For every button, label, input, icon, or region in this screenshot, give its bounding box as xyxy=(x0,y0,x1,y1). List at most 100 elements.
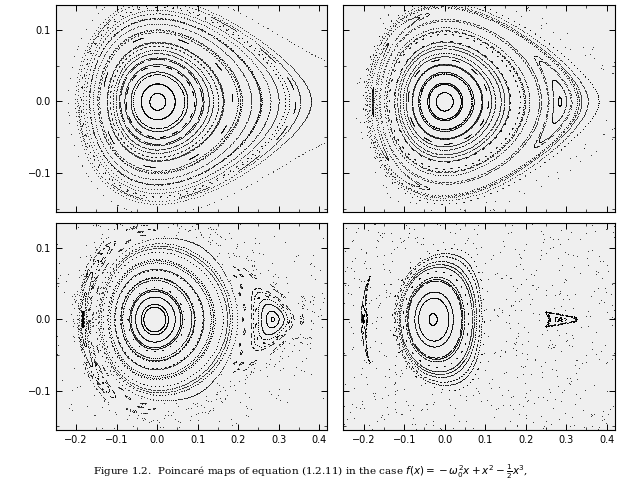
Point xyxy=(493,43,503,51)
Point xyxy=(439,70,449,77)
Point xyxy=(159,102,169,110)
Point xyxy=(91,245,101,253)
Point xyxy=(396,118,406,126)
Point xyxy=(458,45,468,53)
Point xyxy=(559,319,569,327)
Point xyxy=(467,313,477,320)
Point xyxy=(113,370,123,378)
Point xyxy=(452,16,462,24)
Point xyxy=(406,143,416,151)
Point xyxy=(406,185,415,193)
Point xyxy=(432,101,442,109)
Point xyxy=(435,114,445,122)
Point xyxy=(155,274,165,282)
Point xyxy=(360,284,369,292)
Point xyxy=(358,329,368,337)
Point xyxy=(178,88,188,96)
Point xyxy=(138,318,148,326)
Point xyxy=(134,289,143,297)
Point xyxy=(415,150,425,158)
Point xyxy=(245,43,255,50)
Point xyxy=(445,259,455,267)
Point xyxy=(243,182,253,190)
Point xyxy=(114,339,124,346)
Point xyxy=(148,163,158,170)
Point xyxy=(430,164,440,172)
Point xyxy=(139,165,149,173)
Point xyxy=(463,80,473,87)
Point xyxy=(143,169,153,176)
Point xyxy=(553,99,563,107)
Point xyxy=(465,83,474,91)
Point xyxy=(501,77,510,85)
Point xyxy=(507,130,517,138)
Point xyxy=(522,84,532,91)
Point xyxy=(240,380,250,387)
Point xyxy=(129,331,138,339)
Point xyxy=(460,54,470,62)
Point xyxy=(465,189,475,197)
Point xyxy=(368,84,378,91)
Point xyxy=(166,352,176,360)
Point xyxy=(383,156,392,164)
Point xyxy=(175,308,184,315)
Point xyxy=(52,241,62,248)
Point xyxy=(132,112,142,119)
Point xyxy=(186,126,196,134)
Point xyxy=(193,351,203,358)
Point xyxy=(456,246,466,254)
Point xyxy=(457,142,467,150)
Point xyxy=(214,99,224,107)
Point xyxy=(128,25,138,32)
Point xyxy=(98,379,108,387)
Point xyxy=(124,125,134,133)
Point xyxy=(91,276,101,284)
Point xyxy=(80,332,90,340)
Point xyxy=(147,303,156,311)
Point xyxy=(136,118,146,126)
Point xyxy=(143,305,153,313)
Point xyxy=(407,100,417,108)
Point xyxy=(150,303,160,311)
Point xyxy=(396,112,406,119)
Point xyxy=(84,346,94,354)
Point xyxy=(524,31,533,39)
Point xyxy=(102,282,112,289)
Point xyxy=(496,143,506,151)
Point xyxy=(218,139,228,146)
Point xyxy=(228,167,238,175)
Point xyxy=(187,161,197,169)
Point xyxy=(208,329,218,337)
Point xyxy=(504,85,514,92)
Point xyxy=(102,383,112,391)
Point xyxy=(78,322,88,329)
Point xyxy=(305,89,315,97)
Point xyxy=(397,336,407,344)
Point xyxy=(494,383,504,390)
Point xyxy=(468,19,478,27)
Point xyxy=(430,16,440,24)
Point xyxy=(441,278,451,285)
Point xyxy=(108,126,118,133)
Point xyxy=(188,239,197,246)
Point xyxy=(409,85,419,92)
Point xyxy=(555,124,564,131)
Point xyxy=(441,80,451,88)
Point xyxy=(280,293,290,301)
Point xyxy=(421,290,431,298)
Point xyxy=(359,323,369,330)
Point xyxy=(598,407,608,414)
Point xyxy=(170,234,180,242)
Point xyxy=(438,88,448,96)
Point xyxy=(112,152,122,160)
Point xyxy=(191,152,201,159)
Point xyxy=(109,345,119,353)
Point xyxy=(378,125,388,132)
Point xyxy=(219,294,229,302)
Point xyxy=(393,197,403,205)
Point xyxy=(150,49,160,57)
Point xyxy=(179,124,189,131)
Point xyxy=(388,311,397,319)
Point xyxy=(137,91,147,99)
Point xyxy=(123,342,133,350)
